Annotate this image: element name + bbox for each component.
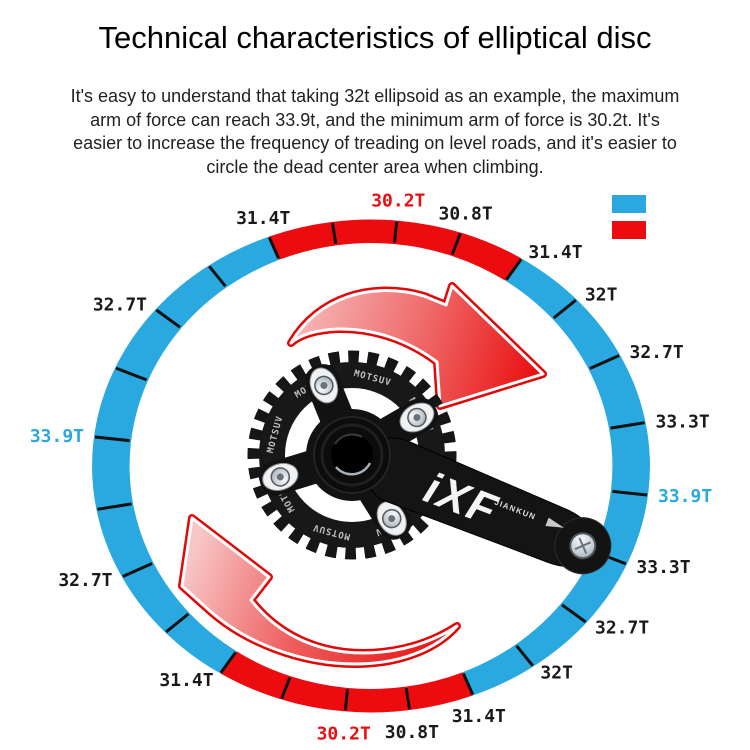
chainring-teeth <box>247 350 457 560</box>
ring-tick <box>462 672 475 696</box>
description-line: arm of force can reach 33.9t, and the mi… <box>90 109 660 130</box>
ring-tick <box>450 232 462 255</box>
legend-swatch-blue <box>612 195 646 213</box>
crankset-image: MOTSUVMOTSUVMOTSUVMOTSUVMOTSUVMOTSUVMOTS… <box>247 350 612 575</box>
ring-tick <box>505 258 523 281</box>
legend <box>612 195 646 239</box>
rotation-arrow-top <box>287 282 547 410</box>
ring-segment-blue <box>462 258 650 696</box>
legend-swatch-red <box>612 221 646 239</box>
ring-tick <box>122 562 153 578</box>
ring-tick <box>97 502 132 511</box>
ring-tooth-labels: 30.2T30.8T31.4T32T32.7T33.3T33.9T33.3T32… <box>30 191 713 745</box>
ring-tick <box>115 366 148 382</box>
page-title: Technical characteristics of elliptical … <box>98 20 652 55</box>
ring-tick <box>393 221 399 243</box>
ring-tick <box>552 298 577 320</box>
ring-tick <box>612 489 648 497</box>
ring-label: 33.3T <box>636 557 690 578</box>
ring-label: 31.4T <box>236 208 290 229</box>
ring-tick <box>155 308 181 329</box>
ring-tick <box>280 677 292 700</box>
ring-label: 30.8T <box>385 722 439 743</box>
ring-tick <box>561 603 587 624</box>
description-line: It's easy to understand that taking 32t … <box>70 86 680 106</box>
ring-tick <box>343 689 349 711</box>
ring-label: 32.7T <box>630 342 684 363</box>
ring-label: 32T <box>540 663 573 684</box>
ring-label: 31.4T <box>452 706 506 727</box>
ring-tick <box>94 435 130 443</box>
ring-label: 30.2T <box>317 723 371 744</box>
description-line: circle the dead center area when climbin… <box>206 156 544 177</box>
ring-label: 30.8T <box>439 204 493 225</box>
ring-label: 30.2T <box>371 191 425 212</box>
ring-label: 32T <box>585 284 618 305</box>
ring-label: 32.7T <box>58 570 112 591</box>
ring-tick <box>165 612 190 634</box>
ring-label: 31.4T <box>159 670 213 691</box>
ring-segment-blue <box>92 236 280 674</box>
ring-tick <box>267 236 280 260</box>
ring-tick <box>404 687 411 710</box>
ring-label: 31.4T <box>528 242 582 263</box>
ring-label: 32.7T <box>93 295 147 316</box>
rotation-arrow-bottom <box>178 514 461 668</box>
ring-tick-marks <box>94 221 648 711</box>
ring-label: 33.9T <box>30 426 84 447</box>
chainring-bolts <box>262 367 435 536</box>
ring-label: 33.3T <box>656 411 710 432</box>
ring-label: 32.7T <box>595 617 649 638</box>
crank-logo-icon <box>545 517 564 528</box>
ring-tick <box>219 651 237 674</box>
ring-tick <box>331 222 338 245</box>
ring-tick <box>610 421 645 430</box>
ring-label: 33.9T <box>658 486 712 507</box>
description-line: easier to increase the frequency of trea… <box>73 133 677 153</box>
description: It's easy to understand that taking 32t … <box>55 85 695 179</box>
ring-tick <box>589 354 620 370</box>
crank-axle-hole <box>331 434 373 476</box>
ring-tick <box>208 265 227 288</box>
ring-tick <box>515 644 534 667</box>
